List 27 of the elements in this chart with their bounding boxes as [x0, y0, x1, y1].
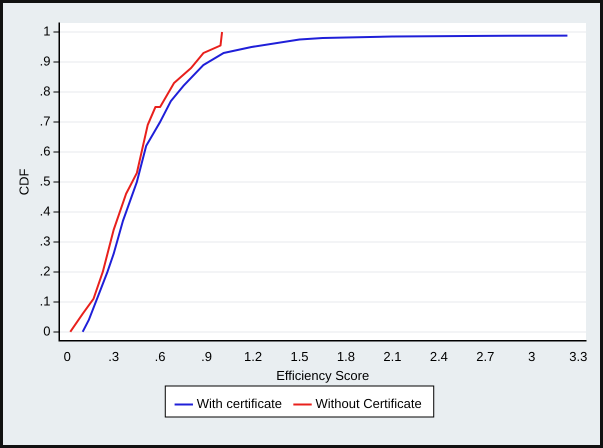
y-axis-title: CDF [16, 168, 32, 196]
x-tick-label: 0 [64, 349, 71, 364]
x-tick-label: 1.2 [244, 349, 262, 364]
x-tick-label: .3 [108, 349, 120, 364]
x-tick-label: 2.4 [430, 349, 448, 364]
legend-label: With certificate [196, 396, 282, 412]
y-tick-label: .6 [40, 143, 50, 158]
y-tick-label: .2 [40, 263, 50, 278]
y-tick-label: .8 [40, 84, 50, 99]
x-tick-label: .9 [201, 349, 212, 364]
y-tick-label: .9 [40, 54, 50, 69]
y-tick-label: .4 [40, 203, 50, 218]
x-tick-label: 1.8 [336, 349, 355, 364]
y-tick-label: .1 [40, 293, 50, 308]
y-tick-label: 1 [43, 24, 50, 39]
x-tick-label: 3 [528, 349, 536, 364]
legend-label: Without Certificate [316, 396, 422, 412]
x-tick-label: .6 [154, 349, 166, 364]
y-tick-label: .7 [40, 114, 50, 129]
x-axis-title: Efficiency Score [276, 368, 370, 383]
x-tick-label: 2.7 [476, 349, 494, 364]
x-tick-label: 2.1 [383, 349, 402, 364]
x-tick-label: 1.5 [290, 349, 309, 364]
y-tick-label: 0 [43, 323, 50, 338]
x-tick-label: 3.3 [569, 349, 588, 364]
y-tick-label: .3 [40, 233, 50, 248]
y-tick-label: .5 [40, 173, 50, 188]
